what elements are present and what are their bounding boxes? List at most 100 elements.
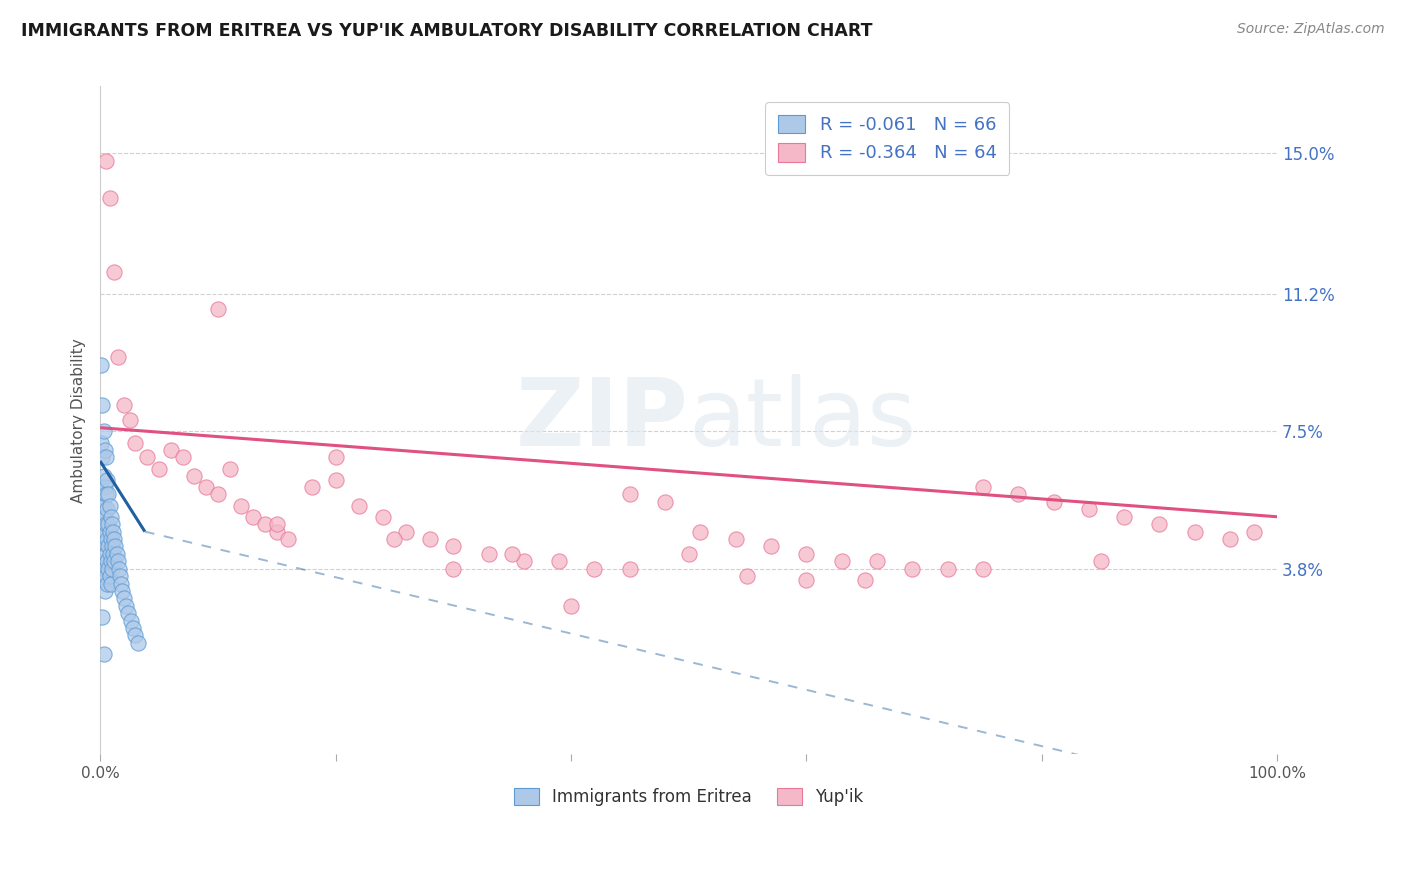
Point (91, 535, 114, 549)
Point (93, 499, 115, 513)
Point (972, 562, 994, 576)
Point (103, 554, 125, 568)
Point (93, 425, 115, 439)
Point (110, 576, 132, 591)
Point (96, 502, 118, 516)
Point (127, 636, 149, 650)
Point (124, 435, 146, 450)
Point (96, 554, 118, 568)
Point (91, 562, 114, 576)
Point (384, 532, 406, 546)
Point (104, 540, 127, 554)
Point (96, 532, 118, 546)
Point (97, 540, 120, 554)
Point (148, 461, 170, 475)
Point (97, 517, 120, 532)
Point (1090, 554, 1112, 568)
Point (111, 584, 134, 599)
Point (94, 584, 117, 599)
Point (266, 517, 288, 532)
Point (901, 562, 924, 576)
Point (195, 480, 218, 494)
Point (1042, 495, 1064, 509)
Point (1219, 532, 1241, 546)
Point (98, 524, 121, 539)
Point (513, 554, 536, 568)
Point (972, 480, 994, 494)
Point (124, 628, 146, 642)
Point (93, 554, 115, 568)
Point (831, 554, 853, 568)
Text: atlas: atlas (689, 375, 917, 467)
Point (103, 265, 125, 279)
Point (94, 547, 117, 561)
Point (91, 450, 114, 465)
Point (242, 509, 264, 524)
Point (96, 473, 118, 487)
Point (619, 562, 641, 576)
Point (90, 435, 112, 450)
Point (90, 358, 112, 372)
Point (207, 301, 229, 316)
Point (103, 532, 125, 546)
Point (266, 524, 288, 539)
Point (207, 487, 229, 501)
Point (94, 569, 117, 583)
Point (98, 191, 121, 205)
Point (93, 469, 115, 483)
Point (794, 573, 817, 587)
Point (1007, 487, 1029, 501)
Point (654, 495, 676, 509)
Point (724, 532, 747, 546)
Point (105, 547, 128, 561)
Text: IMMIGRANTS FROM ERITREA VS YUP'IK AMBULATORY DISABILITY CORRELATION CHART: IMMIGRANTS FROM ERITREA VS YUP'IK AMBULA… (21, 22, 873, 40)
Point (301, 480, 323, 494)
Point (183, 469, 205, 483)
Point (115, 599, 138, 613)
Point (866, 554, 889, 568)
Point (159, 442, 181, 457)
Point (347, 499, 370, 513)
Point (107, 554, 129, 568)
Point (689, 524, 711, 539)
Point (794, 547, 817, 561)
Point (1184, 524, 1206, 539)
Point (172, 450, 194, 465)
Point (100, 509, 122, 524)
Point (936, 562, 959, 576)
Point (101, 524, 124, 539)
Point (112, 399, 135, 413)
Point (94, 509, 117, 524)
Point (583, 562, 606, 576)
Point (108, 562, 131, 576)
Point (117, 606, 139, 620)
Point (90, 480, 112, 494)
Point (93, 528, 115, 542)
Point (253, 517, 276, 532)
Point (97, 562, 120, 576)
Point (1077, 502, 1099, 516)
Point (94, 480, 117, 494)
Point (94, 442, 117, 457)
Point (619, 487, 641, 501)
Point (419, 532, 441, 546)
Point (678, 547, 700, 561)
Point (325, 450, 347, 465)
Point (1114, 509, 1136, 524)
Point (94, 517, 117, 532)
Point (853, 573, 876, 587)
Legend: Immigrants from Eritrea, Yup'ik: Immigrants from Eritrea, Yup'ik (508, 781, 870, 813)
Point (100, 554, 122, 568)
Point (91, 399, 114, 413)
Point (94, 535, 117, 549)
Point (477, 547, 499, 561)
Text: Source: ZipAtlas.com: Source: ZipAtlas.com (1237, 22, 1385, 37)
Point (91, 499, 114, 513)
Point (98, 499, 121, 513)
Point (96, 576, 118, 591)
Point (101, 517, 124, 532)
Point (94, 153, 117, 168)
Point (277, 532, 299, 546)
Point (91, 610, 114, 624)
Point (98, 569, 121, 583)
